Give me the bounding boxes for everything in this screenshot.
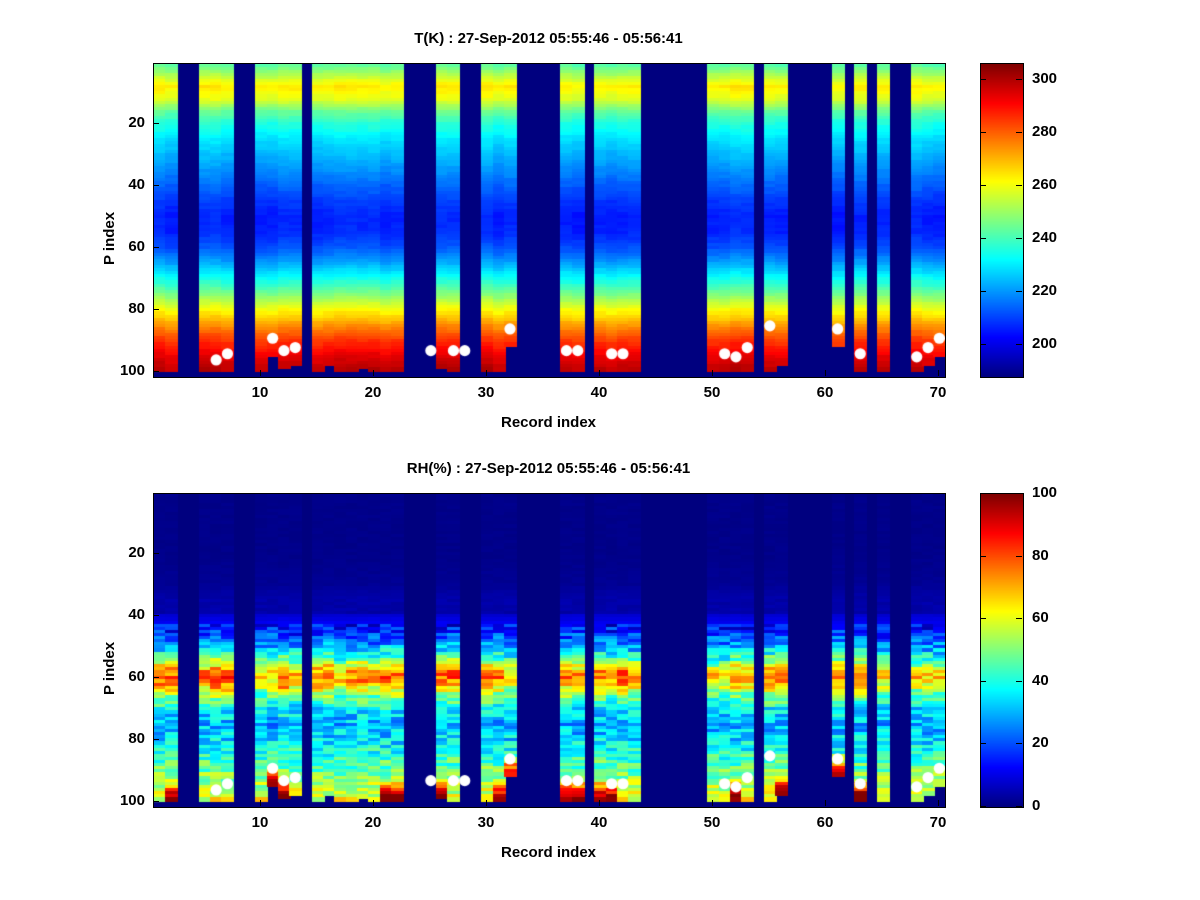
y-tick-mark: [153, 247, 159, 248]
y-tick-mark: [153, 801, 159, 802]
x-tick-mark: [938, 800, 939, 806]
humidity-heatmap: [154, 494, 945, 807]
colorbar-tick-label: 300: [1032, 70, 1058, 87]
y-tick-label: 100: [119, 362, 145, 379]
x-tick-label: 70: [929, 384, 947, 401]
x-tick-mark: [486, 370, 487, 376]
temperature-colorbar[interactable]: [980, 63, 1024, 378]
temperature-panel-title: T(K) : 27-Sep-2012 05:55:46 - 05:56:41: [414, 30, 683, 47]
colorbar-tick-mark: [980, 79, 986, 80]
colorbar-tick-mark: [980, 238, 986, 239]
x-tick-mark: [938, 370, 939, 376]
y-tick-mark: [153, 739, 159, 740]
x-tick-label: 50: [703, 814, 721, 831]
x-tick-label: 30: [477, 384, 495, 401]
x-tick-label: 60: [816, 814, 834, 831]
x-tick-label: 20: [364, 384, 382, 401]
colorbar-tick-mark: [980, 132, 986, 133]
colorbar-tick-label: 100: [1032, 484, 1058, 501]
colorbar-tick-mark: [1016, 556, 1022, 557]
colorbar-tick-mark: [1016, 743, 1022, 744]
x-tick-mark: [260, 800, 261, 806]
x-tick-label: 40: [590, 384, 608, 401]
y-tick-mark: [153, 677, 159, 678]
x-tick-label: 20: [364, 814, 382, 831]
y-tick-mark: [153, 553, 159, 554]
y-tick-mark: [153, 371, 159, 372]
x-tick-label: 30: [477, 814, 495, 831]
x-tick-label: 10: [251, 384, 269, 401]
colorbar-tick-mark: [1016, 806, 1022, 807]
y-tick-label: 20: [128, 114, 145, 131]
x-tick-mark: [825, 370, 826, 376]
x-tick-label: 60: [816, 384, 834, 401]
x-tick-label: 40: [590, 814, 608, 831]
x-tick-mark: [712, 800, 713, 806]
colorbar-tick-label: 240: [1032, 229, 1058, 246]
colorbar-tick-label: 60: [1032, 609, 1049, 626]
colorbar-tick-mark: [1016, 493, 1022, 494]
y-tick-label: 40: [128, 176, 145, 193]
colorbar-tick-label: 80: [1032, 547, 1049, 564]
y-tick-mark: [153, 123, 159, 124]
humidity-axes[interactable]: [153, 493, 946, 808]
colorbar-tick-mark: [1016, 79, 1022, 80]
y-tick-label: 100: [119, 792, 145, 809]
temperature-axes[interactable]: [153, 63, 946, 378]
y-tick-mark: [153, 185, 159, 186]
x-tick-label: 70: [929, 814, 947, 831]
colorbar-tick-mark: [1016, 238, 1022, 239]
colorbar-tick-mark: [980, 743, 986, 744]
humidity-colorbar[interactable]: [980, 493, 1024, 808]
colorbar-tick-mark: [980, 618, 986, 619]
x-tick-mark: [373, 370, 374, 376]
x-tick-mark: [486, 800, 487, 806]
colorbar-tick-mark: [1016, 618, 1022, 619]
humidity-y-axis-label: P index: [101, 641, 118, 695]
colorbar-tick-label: 200: [1032, 335, 1058, 352]
y-tick-label: 80: [128, 300, 145, 317]
x-tick-mark: [373, 800, 374, 806]
x-tick-label: 10: [251, 814, 269, 831]
humidity-colorbar-gradient: [981, 494, 1023, 807]
colorbar-tick-mark: [1016, 291, 1022, 292]
colorbar-tick-label: 260: [1032, 176, 1058, 193]
colorbar-tick-mark: [980, 291, 986, 292]
colorbar-tick-mark: [980, 556, 986, 557]
x-tick-mark: [599, 800, 600, 806]
y-tick-label: 60: [128, 238, 145, 255]
temperature-x-axis-label: Record index: [500, 414, 597, 431]
x-tick-mark: [712, 370, 713, 376]
x-tick-label: 50: [703, 384, 721, 401]
humidity-x-axis-label: Record index: [500, 844, 597, 861]
colorbar-tick-label: 20: [1032, 734, 1049, 751]
x-tick-mark: [599, 370, 600, 376]
colorbar-tick-mark: [980, 493, 986, 494]
y-tick-mark: [153, 615, 159, 616]
colorbar-tick-label: 0: [1032, 797, 1041, 814]
humidity-panel-title: RH(%) : 27-Sep-2012 05:55:46 - 05:56:41: [406, 460, 691, 477]
colorbar-tick-mark: [980, 681, 986, 682]
colorbar-tick-mark: [1016, 132, 1022, 133]
colorbar-tick-label: 220: [1032, 282, 1058, 299]
temperature-colorbar-gradient: [981, 64, 1023, 377]
y-tick-label: 40: [128, 606, 145, 623]
y-tick-label: 20: [128, 544, 145, 561]
temperature-heatmap: [154, 64, 945, 377]
colorbar-tick-mark: [1016, 681, 1022, 682]
x-tick-mark: [825, 800, 826, 806]
colorbar-tick-mark: [980, 185, 986, 186]
y-tick-label: 60: [128, 668, 145, 685]
temperature-y-axis-label: P index: [101, 211, 118, 265]
x-tick-mark: [260, 370, 261, 376]
colorbar-tick-mark: [1016, 344, 1022, 345]
colorbar-tick-label: 40: [1032, 672, 1049, 689]
y-tick-label: 80: [128, 730, 145, 747]
y-tick-mark: [153, 309, 159, 310]
colorbar-tick-mark: [980, 344, 986, 345]
colorbar-tick-label: 280: [1032, 123, 1058, 140]
colorbar-tick-mark: [1016, 185, 1022, 186]
colorbar-tick-mark: [980, 806, 986, 807]
